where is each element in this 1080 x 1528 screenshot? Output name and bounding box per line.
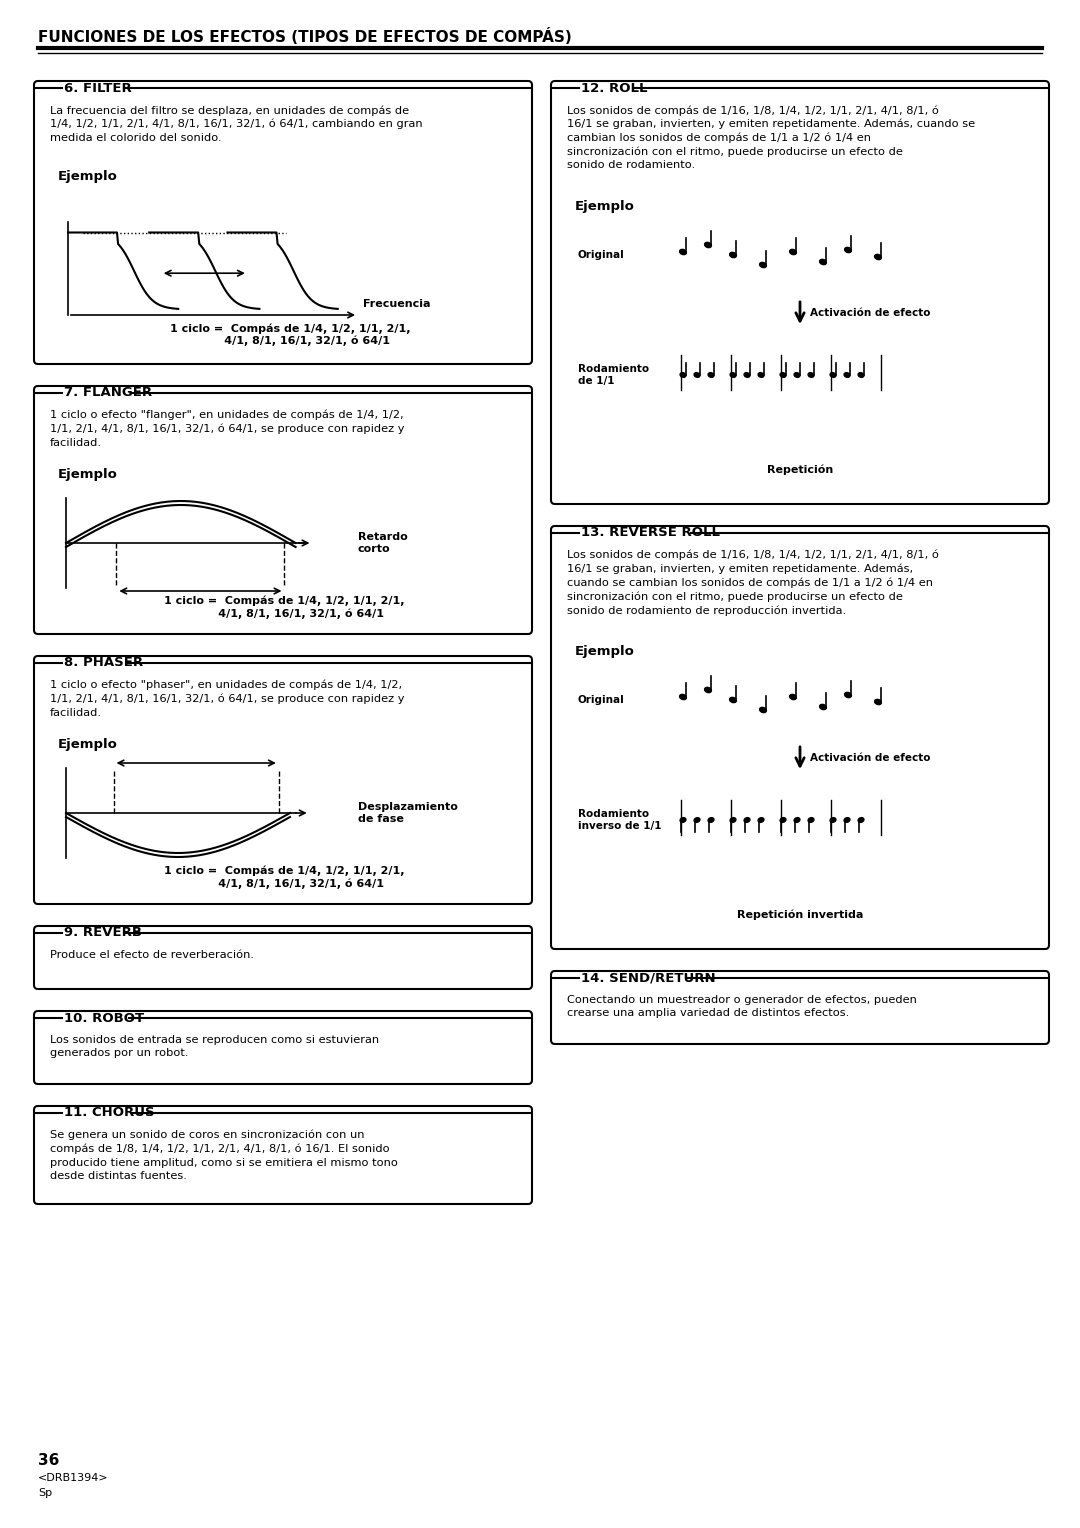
Text: Activación de efecto: Activación de efecto [810, 753, 931, 762]
Text: Se genera un sonido de coros en sincronización con un
compás de 1/8, 1/4, 1/2, 1: Se genera un sonido de coros en sincroni… [50, 1131, 397, 1181]
Text: Conectando un muestreador o generador de efectos, pueden
crearse una amplia vari: Conectando un muestreador o generador de… [567, 995, 917, 1018]
Text: Desplazamiento
de fase: Desplazamiento de fase [357, 802, 458, 824]
Ellipse shape [680, 373, 686, 377]
Ellipse shape [831, 373, 836, 377]
Ellipse shape [730, 373, 735, 377]
Ellipse shape [808, 817, 814, 822]
Ellipse shape [694, 817, 700, 822]
Text: 10. ROBOT: 10. ROBOT [64, 1012, 144, 1024]
Text: Ejemplo: Ejemplo [58, 738, 118, 750]
Text: Activación de efecto: Activación de efecto [810, 309, 931, 318]
Text: Rodamiento
de 1/1: Rodamiento de 1/1 [578, 364, 649, 385]
Ellipse shape [820, 260, 826, 264]
Text: 12. ROLL: 12. ROLL [581, 81, 648, 95]
Text: 7. FLANGER: 7. FLANGER [64, 387, 152, 399]
Text: FUNCIONES DE LOS EFECTOS (TIPOS DE EFECTOS DE COMPÁS): FUNCIONES DE LOS EFECTOS (TIPOS DE EFECT… [38, 28, 571, 44]
Ellipse shape [780, 817, 786, 822]
Ellipse shape [759, 263, 767, 267]
Text: Ejemplo: Ejemplo [575, 200, 635, 212]
Text: 8. PHASER: 8. PHASER [64, 657, 144, 669]
Text: 1 ciclo o efecto "flanger", en unidades de compás de 1/4, 1/2,
1/1, 2/1, 4/1, 8/: 1 ciclo o efecto "flanger", en unidades … [50, 410, 405, 448]
Text: 6. FILTER: 6. FILTER [64, 81, 132, 95]
Ellipse shape [708, 373, 714, 377]
Ellipse shape [794, 373, 800, 377]
Ellipse shape [730, 252, 737, 258]
Text: 9. REVERB: 9. REVERB [64, 926, 141, 940]
Text: Ejemplo: Ejemplo [575, 645, 635, 659]
Text: Repetición invertida: Repetición invertida [737, 909, 863, 920]
Ellipse shape [808, 373, 814, 377]
Ellipse shape [845, 692, 851, 698]
Text: Repetición: Repetición [767, 465, 833, 475]
Text: 36: 36 [38, 1453, 59, 1468]
Text: 14. SEND/RETURN: 14. SEND/RETURN [581, 972, 716, 984]
Text: La frecuencia del filtro se desplaza, en unidades de compás de
1/4, 1/2, 1/1, 2/: La frecuencia del filtro se desplaza, en… [50, 105, 422, 142]
Ellipse shape [789, 249, 796, 255]
Ellipse shape [845, 248, 851, 252]
Ellipse shape [875, 700, 881, 704]
Text: 11. CHORUS: 11. CHORUS [64, 1106, 154, 1120]
Ellipse shape [730, 697, 737, 703]
Text: Original: Original [578, 695, 624, 704]
Text: Ejemplo: Ejemplo [58, 170, 118, 183]
Ellipse shape [859, 817, 864, 822]
Text: Produce el efecto de reverberación.: Produce el efecto de reverberación. [50, 950, 254, 960]
Text: 1 ciclo =  Compás de 1/4, 1/2, 1/1, 2/1,
              4/1, 8/1, 16/1, 32/1, ó 6: 1 ciclo = Compás de 1/4, 1/2, 1/1, 2/1, … [164, 866, 405, 889]
Text: Los sonidos de compás de 1/16, 1/8, 1/4, 1/2, 1/1, 2/1, 4/1, 8/1, ó
16/1 se grab: Los sonidos de compás de 1/16, 1/8, 1/4,… [567, 105, 975, 171]
Ellipse shape [845, 817, 850, 822]
Ellipse shape [759, 707, 767, 712]
Text: 1 ciclo o efecto "phaser", en unidades de compás de 1/4, 1/2,
1/1, 2/1, 4/1, 8/1: 1 ciclo o efecto "phaser", en unidades d… [50, 680, 405, 718]
Ellipse shape [680, 817, 686, 822]
Text: Original: Original [578, 251, 624, 260]
Ellipse shape [758, 817, 764, 822]
Ellipse shape [704, 243, 712, 248]
Ellipse shape [845, 373, 850, 377]
Text: Retardo
corto: Retardo corto [357, 532, 408, 553]
Text: 1 ciclo =  Compás de 1/4, 1/2, 1/1, 2/1,
              4/1, 8/1, 16/1, 32/1, ó 6: 1 ciclo = Compás de 1/4, 1/2, 1/1, 2/1, … [164, 596, 405, 619]
Ellipse shape [794, 817, 800, 822]
Text: <DRB1394>: <DRB1394> [38, 1473, 109, 1484]
Ellipse shape [831, 817, 836, 822]
Text: 1 ciclo =  Compás de 1/4, 1/2, 1/1, 2/1,
              4/1, 8/1, 16/1, 32/1, ó 6: 1 ciclo = Compás de 1/4, 1/2, 1/1, 2/1, … [170, 322, 410, 345]
Text: Frecuencia: Frecuencia [363, 299, 431, 309]
Ellipse shape [744, 817, 750, 822]
Text: Rodamiento
inverso de 1/1: Rodamiento inverso de 1/1 [578, 810, 661, 831]
Ellipse shape [758, 373, 764, 377]
Ellipse shape [704, 688, 712, 692]
Ellipse shape [789, 694, 796, 700]
Text: Sp: Sp [38, 1488, 52, 1497]
Text: 13. REVERSE ROLL: 13. REVERSE ROLL [581, 527, 720, 539]
Ellipse shape [708, 817, 714, 822]
Ellipse shape [679, 249, 687, 255]
Ellipse shape [679, 694, 687, 700]
Ellipse shape [780, 373, 786, 377]
Text: Los sonidos de compás de 1/16, 1/8, 1/4, 1/2, 1/1, 2/1, 4/1, 8/1, ó
16/1 se grab: Los sonidos de compás de 1/16, 1/8, 1/4,… [567, 550, 939, 616]
Text: Los sonidos de entrada se reproducen como si estuvieran
generados por un robot.: Los sonidos de entrada se reproducen com… [50, 1034, 379, 1059]
Ellipse shape [875, 254, 881, 260]
Ellipse shape [694, 373, 700, 377]
Text: Ejemplo: Ejemplo [58, 468, 118, 481]
Ellipse shape [820, 704, 826, 709]
Ellipse shape [744, 373, 750, 377]
Ellipse shape [730, 817, 735, 822]
Ellipse shape [859, 373, 864, 377]
